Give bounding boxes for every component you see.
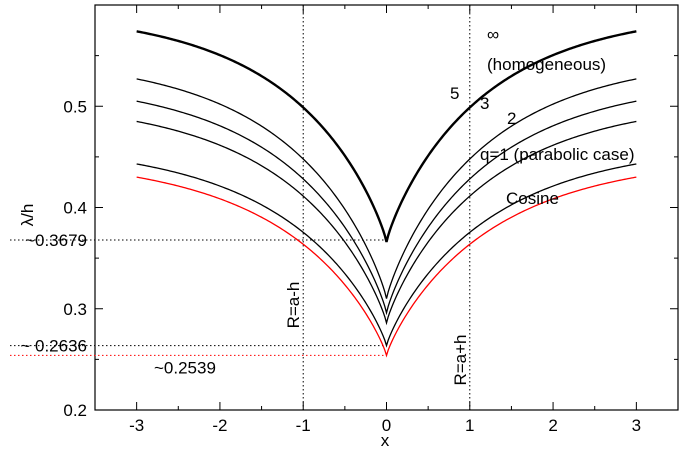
x-axis-label: x xyxy=(381,431,390,450)
x-tick-label: 2 xyxy=(548,416,557,435)
x-tick-label: 0 xyxy=(382,416,391,435)
x-tick-label: 1 xyxy=(465,416,474,435)
series-label-3: 3 xyxy=(480,94,489,113)
series-line xyxy=(136,30,637,243)
annotations: ∞ (homogeneous) 5 32 q=1 (parabolic case) Cos… xyxy=(450,25,635,208)
horizontal-reference-label: ~0.2539 xyxy=(154,358,216,377)
y-tick-label: 0.5 xyxy=(63,97,87,116)
series-line xyxy=(136,100,637,316)
y-axis-label: λ/h xyxy=(18,204,37,227)
y-tick-label: 0.2 xyxy=(63,401,87,420)
series-line xyxy=(136,78,637,299)
y-axis-ticks: 0.2 0.3 0.4 0.5 xyxy=(63,55,678,420)
vertical-reference-label: R=a-h xyxy=(284,282,303,329)
x-tick-label: -2 xyxy=(212,416,227,435)
series-label-homogeneous: (homogeneous) xyxy=(487,55,606,74)
series-line xyxy=(136,163,637,348)
x-tick-label: -1 xyxy=(296,416,311,435)
series-label-q1: q=1 (parabolic case) xyxy=(480,145,635,164)
series-label-infinity: ∞ xyxy=(487,25,499,44)
series-line xyxy=(136,120,637,326)
x-tick-label: 3 xyxy=(632,416,641,435)
x-axis-ticks: -3 -2 -1 0 1 2 3 xyxy=(94,5,679,435)
series-line xyxy=(136,176,637,358)
series-lines xyxy=(136,30,637,358)
series-label-cosine: Cosine xyxy=(506,189,559,208)
y-tick-label: 0.3 xyxy=(63,300,87,319)
y-tick-label: 0.4 xyxy=(63,199,87,218)
series-label-2: 2 xyxy=(507,109,516,128)
series-label-5: 5 xyxy=(450,84,459,103)
horizontal-reference-label: ~ 0.2636 xyxy=(20,337,87,356)
vertical-reference-label: R=a+h xyxy=(451,334,470,385)
horizontal-reference-label: ~0.3679 xyxy=(25,231,87,250)
x-tick-label: -3 xyxy=(129,416,144,435)
reference-lines: R=a-h R=a+h ~0.3679 ~ 0.2636 ~0.2539 xyxy=(10,5,471,410)
